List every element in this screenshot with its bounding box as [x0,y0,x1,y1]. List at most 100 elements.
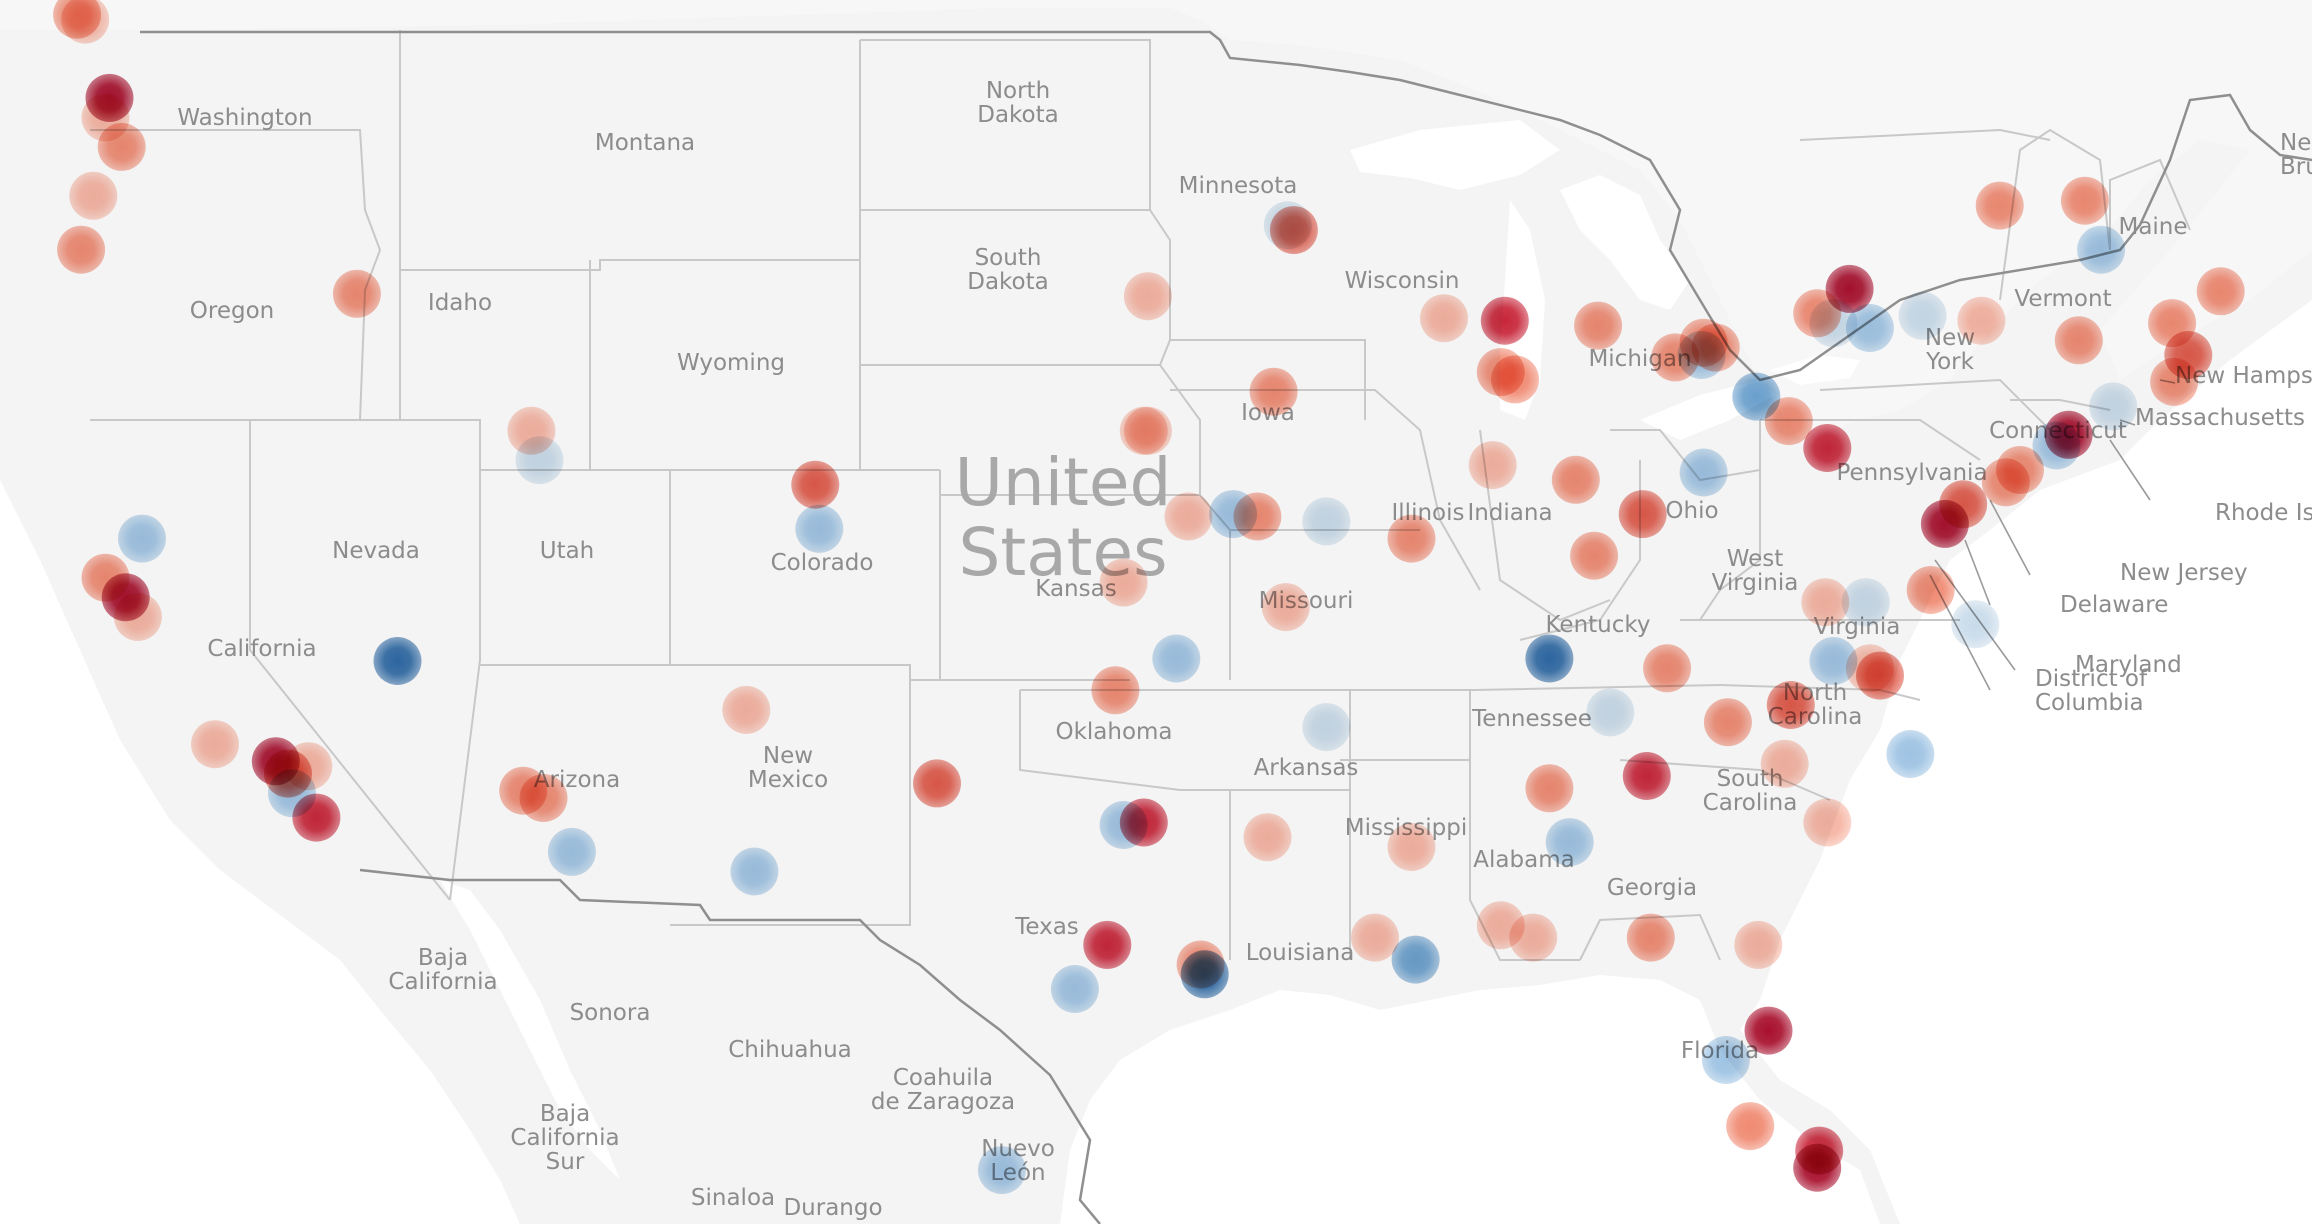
label-california-line: California [207,636,316,662]
location-marker[interactable] [977,1146,1026,1195]
location-marker[interactable] [1803,424,1852,472]
location-marker[interactable] [1091,666,1140,715]
location-marker[interactable] [1760,739,1809,788]
location-marker[interactable] [1509,913,1558,962]
location-marker[interactable] [373,637,422,685]
location-marker[interactable] [2089,382,2138,431]
location-marker[interactable] [1387,514,1436,563]
location-marker[interactable] [1803,798,1852,847]
label-new-brunswick: NewBrunswick [2280,130,2312,180]
location-marker[interactable] [1570,531,1619,580]
location-marker[interactable] [1164,492,1213,541]
location-marker[interactable] [913,759,961,808]
location-marker[interactable] [69,171,118,220]
location-marker[interactable] [1391,935,1440,984]
location-marker[interactable] [1975,181,2024,230]
location-marker[interactable] [791,460,840,509]
location-marker[interactable] [2077,225,2126,274]
location-marker[interactable] [730,847,779,896]
location-marker[interactable] [332,269,381,318]
location-marker[interactable] [795,504,844,553]
location-marker[interactable] [1525,764,1574,813]
location-marker[interactable] [1233,492,1282,541]
location-marker[interactable] [1801,578,1850,627]
label-durango: Durango [783,1195,882,1221]
location-marker[interactable] [1302,497,1351,546]
location-marker[interactable] [1793,1143,1842,1192]
label-kentucky-line: Kentucky [1545,612,1650,638]
location-marker[interactable] [1420,294,1468,343]
location-marker[interactable] [1050,965,1099,1013]
location-marker[interactable] [1551,455,1600,504]
location-marker[interactable] [1726,1102,1775,1151]
location-marker[interactable] [1099,558,1148,607]
location-marker[interactable] [1734,920,1783,969]
location-marker[interactable] [1586,688,1635,737]
location-marker[interactable] [1898,291,1947,340]
location-marker[interactable] [519,774,568,822]
location-marker[interactable] [722,685,771,734]
location-marker[interactable] [2054,316,2103,365]
location-marker[interactable] [1387,823,1436,871]
location-marker[interactable] [113,592,162,641]
location-marker[interactable] [61,0,110,44]
location-marker[interactable] [2032,421,2081,470]
label-tennessee: Tennessee [1471,706,1592,732]
location-marker[interactable] [191,720,239,769]
location-marker[interactable] [1845,644,1894,693]
location-marker[interactable] [515,436,564,485]
location-marker[interactable] [1626,913,1675,962]
location-marker[interactable] [1691,323,1740,372]
label-north-dakota-line: Dakota [977,102,1059,128]
location-marker[interactable] [2150,357,2199,406]
location-marker[interactable] [1574,301,1623,350]
location-marker[interactable] [1703,698,1752,747]
location-marker[interactable] [547,827,596,876]
location-marker[interactable] [1243,813,1292,862]
location-marker[interactable] [2196,267,2245,316]
location-marker[interactable] [1123,272,1172,321]
location-marker[interactable] [1764,397,1813,446]
location-marker[interactable] [1841,578,1890,627]
location-marker[interactable] [1643,644,1692,693]
location-marker[interactable] [1302,703,1351,752]
location-marker[interactable] [2060,176,2109,225]
location-marker[interactable] [1491,355,1539,404]
location-marker[interactable] [1083,920,1132,969]
location-marker[interactable] [1119,798,1168,847]
location-marker[interactable] [1701,1036,1750,1084]
location-marker[interactable] [1744,1006,1793,1055]
location-marker[interactable] [268,769,316,818]
location-marker[interactable] [1152,634,1201,683]
location-marker[interactable] [1981,458,2030,507]
location-marker[interactable] [1261,583,1310,632]
location-marker[interactable] [1468,441,1517,490]
location-marker[interactable] [1920,499,1969,548]
location-marker[interactable] [1119,406,1168,455]
location-marker[interactable] [1269,206,1318,255]
location-marker[interactable] [1622,752,1671,800]
label-maine-line: Maine [2118,214,2187,240]
location-marker[interactable] [1618,490,1667,539]
location-marker[interactable] [1845,304,1894,352]
location-marker[interactable] [1732,372,1781,421]
location-marker[interactable] [97,122,146,171]
location-marker[interactable] [1886,730,1935,778]
location-marker[interactable] [1545,818,1594,867]
location-marker[interactable] [1351,913,1399,962]
location-marker[interactable] [1525,634,1574,683]
location-marker[interactable] [1951,600,2000,649]
location-marker[interactable] [1249,367,1298,416]
location-marker[interactable] [1766,681,1815,729]
location-marker[interactable] [1679,448,1728,497]
location-marker[interactable] [1809,299,1858,348]
location-marker[interactable] [1480,296,1529,345]
location-marker[interactable] [57,225,106,274]
location-marker[interactable] [118,514,166,563]
location-marker[interactable] [1180,950,1229,999]
location-marker[interactable] [1809,637,1858,685]
location-marker[interactable] [1957,296,2006,345]
location-marker[interactable] [1906,566,1955,614]
